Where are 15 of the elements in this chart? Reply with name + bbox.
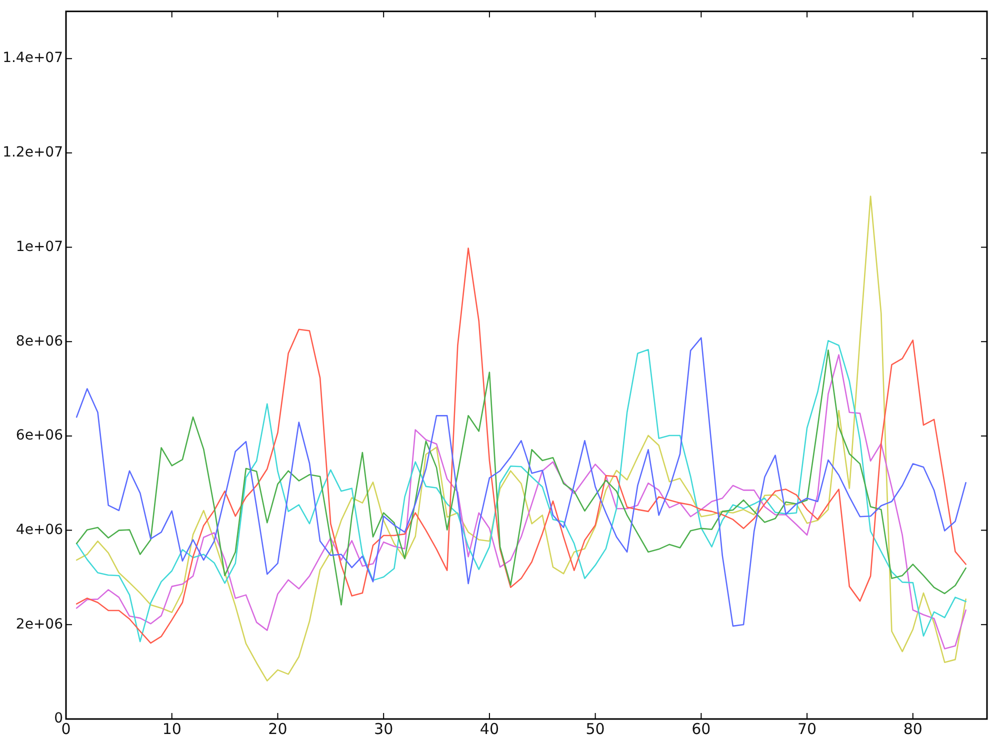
x-tick-label: 60 [692,720,711,738]
x-tick-label: 80 [903,720,922,738]
y-tick-label: 4e+06 [16,522,64,538]
y-tick-label: 2e+06 [16,616,64,632]
y-tick-label: 8e+06 [16,333,64,350]
x-tick-label: 20 [268,720,288,738]
y-tick-label: 1.4e+07 [2,50,63,66]
y-tick-label: 1.2e+07 [2,144,63,161]
y-tick-label: 6e+06 [16,428,64,444]
x-tick-label: 30 [374,720,394,738]
x-tick-label: 10 [162,720,182,738]
y-tick-label: 1e+07 [16,238,63,255]
x-tick-label: 50 [586,720,605,738]
x-tick-label: 70 [797,720,817,738]
x-tick-label: 40 [480,720,499,738]
